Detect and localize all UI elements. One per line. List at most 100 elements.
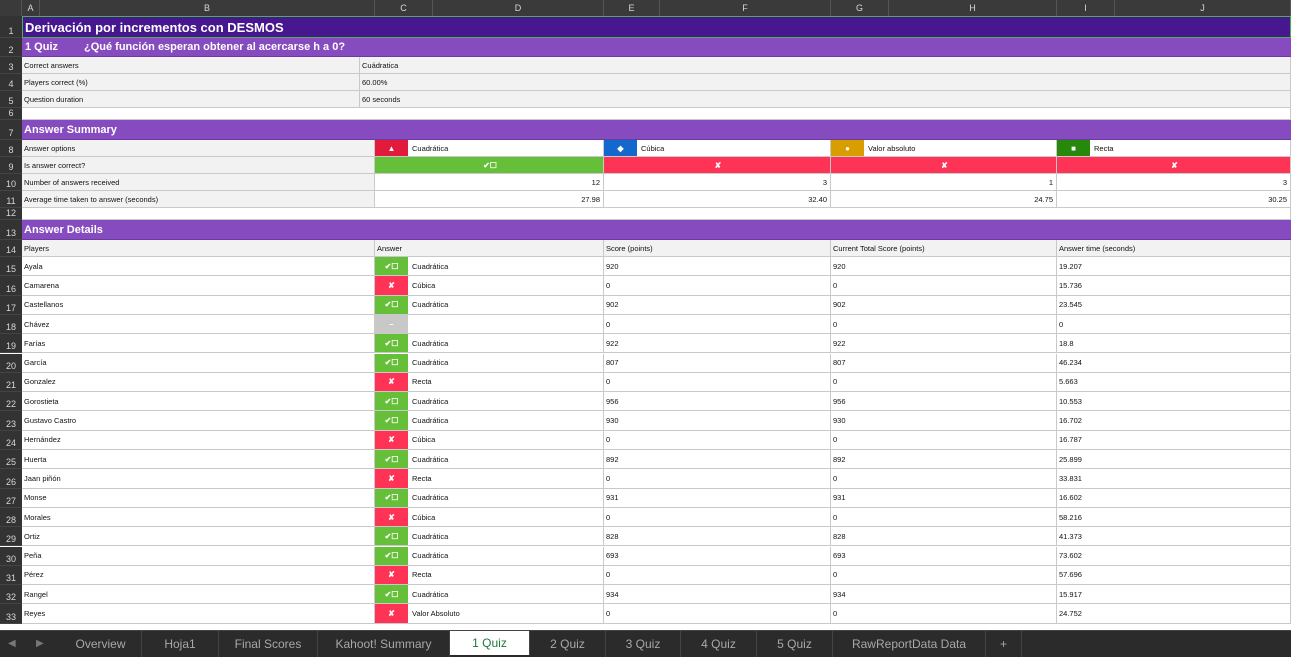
player-answer-time[interactable]: 73.602 (1057, 546, 1291, 566)
answer-option-4[interactable]: ■ Recta (1057, 140, 1291, 157)
player-answer-time[interactable]: 23.545 (1057, 295, 1291, 315)
player-score[interactable]: 693 (604, 546, 831, 566)
player-name[interactable]: Huerta (22, 450, 375, 470)
sheet-tab[interactable]: 2 Quiz (530, 631, 606, 657)
player-score[interactable]: 828 (604, 527, 831, 547)
player-name[interactable]: García (22, 353, 375, 373)
player-name[interactable]: Hernández (22, 430, 375, 450)
player-name[interactable]: Castellanos (22, 295, 375, 315)
sheet-tab[interactable]: 4 Quiz (681, 631, 757, 657)
player-answer[interactable]: ✔☐ Cuadrática (375, 488, 604, 508)
row-number-1[interactable]: 1 (0, 16, 22, 38)
player-score[interactable]: 931 (604, 488, 831, 508)
row-number-22[interactable]: 22 (0, 392, 22, 412)
player-answer-time[interactable]: 24.752 (1057, 604, 1291, 624)
player-total-score[interactable]: 0 (831, 372, 1057, 393)
sheet-title[interactable]: Derivación por incrementos con DESMOS (22, 16, 1291, 38)
player-name[interactable]: Gonzalez (22, 372, 375, 393)
player-name[interactable]: Farías (22, 334, 375, 354)
info-value[interactable]: 60.00% (360, 74, 1291, 91)
player-answer-time[interactable]: 16.602 (1057, 488, 1291, 508)
player-score[interactable]: 0 (604, 314, 831, 335)
row-number-4[interactable]: 4 (0, 74, 22, 91)
player-answer[interactable]: ✔☐ Cuadrática (375, 450, 604, 470)
player-answer[interactable]: ✔☐ Cuadrática (375, 295, 604, 315)
player-total-score[interactable]: 807 (831, 353, 1057, 373)
sheet-tab[interactable]: 5 Quiz (757, 631, 833, 657)
player-answer-time[interactable]: 18.8 (1057, 334, 1291, 354)
answer-time-header[interactable]: Answer time (seconds) (1057, 240, 1291, 257)
column-header-j[interactable]: J (1115, 0, 1291, 16)
player-total-score[interactable]: 0 (831, 276, 1057, 296)
player-name[interactable]: Reyes (22, 604, 375, 624)
row-number-28[interactable]: 28 (0, 507, 22, 528)
total-score-header[interactable]: Current Total Score (points) (831, 240, 1057, 257)
empty-cell[interactable] (22, 108, 1291, 120)
avg-time-value[interactable]: 32.40 (604, 191, 831, 208)
player-name[interactable]: Rangel (22, 585, 375, 605)
player-answer-time[interactable]: 33.831 (1057, 469, 1291, 489)
row-number-21[interactable]: 21 (0, 372, 22, 393)
column-header-f[interactable]: F (660, 0, 831, 16)
answer-summary-title[interactable]: Answer Summary (22, 120, 1291, 140)
sheet-tab[interactable]: 1 Quiz (450, 631, 530, 655)
player-name[interactable]: Chávez (22, 314, 375, 335)
info-label[interactable]: Correct answers (22, 57, 360, 74)
player-total-score[interactable]: 0 (831, 565, 1057, 586)
player-score[interactable]: 934 (604, 585, 831, 605)
player-answer[interactable]: ✔☐ Cuadrática (375, 353, 604, 373)
player-name[interactable]: Monse (22, 488, 375, 508)
sheet-tab[interactable]: Kahoot! Summary (318, 631, 450, 657)
is-correct-label[interactable]: Is answer correct? (22, 157, 375, 174)
player-total-score[interactable]: 902 (831, 295, 1057, 315)
correct-indicator[interactable]: ✘ (1057, 157, 1291, 174)
row-number-2[interactable]: 2 (0, 38, 22, 57)
info-label[interactable]: Question duration (22, 91, 360, 108)
sheet-tab[interactable]: Final Scores (219, 631, 318, 657)
player-answer[interactable]: ✔☐ Cuadrática (375, 392, 604, 412)
info-label[interactable]: Players correct (%) (22, 74, 360, 91)
player-name[interactable]: Camarena (22, 276, 375, 296)
row-number-13[interactable]: 13 (0, 220, 22, 240)
player-total-score[interactable]: 0 (831, 507, 1057, 528)
player-score[interactable]: 0 (604, 507, 831, 528)
player-total-score[interactable]: 828 (831, 527, 1057, 547)
player-total-score[interactable]: 920 (831, 257, 1057, 277)
player-score[interactable]: 902 (604, 295, 831, 315)
empty-cell[interactable] (22, 208, 1291, 220)
player-answer-time[interactable]: 25.899 (1057, 450, 1291, 470)
player-answer[interactable]: ✘ Recta (375, 469, 604, 489)
row-number-15[interactable]: 15 (0, 257, 22, 277)
add-sheet-button[interactable]: + (986, 631, 1022, 657)
correct-indicator[interactable]: ✘ (831, 157, 1057, 174)
row-number-27[interactable]: 27 (0, 488, 22, 508)
row-number-24[interactable]: 24 (0, 430, 22, 450)
player-score[interactable]: 0 (604, 430, 831, 450)
answers-received-value[interactable]: 12 (375, 174, 604, 191)
player-name[interactable]: Gustavo Castro (22, 411, 375, 431)
player-total-score[interactable]: 892 (831, 450, 1057, 470)
column-header-e[interactable]: E (604, 0, 660, 16)
row-number-6[interactable]: 6 (0, 108, 22, 120)
player-name[interactable]: Peña (22, 546, 375, 566)
player-answer-time[interactable]: 15.917 (1057, 585, 1291, 605)
tab-scroll-left-icon[interactable]: ◀ (8, 638, 16, 649)
question-text[interactable]: ¿Qué función esperan obtener al acercars… (82, 38, 1291, 57)
row-number-18[interactable]: 18 (0, 314, 22, 335)
correct-indicator[interactable]: ✘ (604, 157, 831, 174)
row-number-31[interactable]: 31 (0, 565, 22, 586)
player-total-score[interactable]: 931 (831, 488, 1057, 508)
player-score[interactable]: 930 (604, 411, 831, 431)
row-number-12[interactable]: 12 (0, 208, 22, 220)
answer-details-title[interactable]: Answer Details (22, 220, 1291, 240)
answers-received-value[interactable]: 3 (604, 174, 831, 191)
player-answer-time[interactable]: 58.216 (1057, 507, 1291, 528)
player-score[interactable]: 807 (604, 353, 831, 373)
answers-received-label[interactable]: Number of answers received (22, 174, 375, 191)
player-score[interactable]: 0 (604, 469, 831, 489)
row-number-19[interactable]: 19 (0, 334, 22, 354)
quiz-label[interactable]: 1 Quiz (22, 38, 82, 57)
player-score[interactable]: 0 (604, 565, 831, 586)
row-number-33[interactable]: 33 (0, 604, 22, 624)
player-answer[interactable]: ✘ Cúbica (375, 430, 604, 450)
